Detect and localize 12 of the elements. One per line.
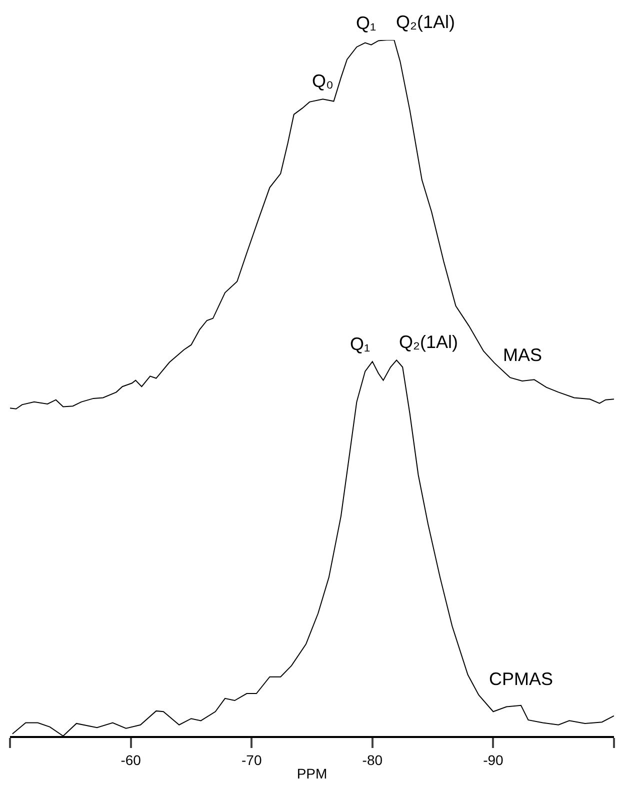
x-tick-label: -60 xyxy=(120,752,142,768)
x-tick-label: -70 xyxy=(241,752,262,768)
x-tick-label: -90 xyxy=(483,752,504,768)
annotation: Q₁ xyxy=(356,13,376,33)
annotation: Q₂(1Al) xyxy=(396,12,455,32)
annotation: Q₁ xyxy=(350,334,370,354)
x-axis-title: PPM xyxy=(296,766,328,782)
series-label: CPMAS xyxy=(489,669,554,689)
annotation: Q₂(1Al) xyxy=(399,332,458,352)
x-tick-label: -80 xyxy=(362,752,383,768)
annotation: Q₀ xyxy=(312,71,334,91)
series-label: MAS xyxy=(503,345,542,365)
